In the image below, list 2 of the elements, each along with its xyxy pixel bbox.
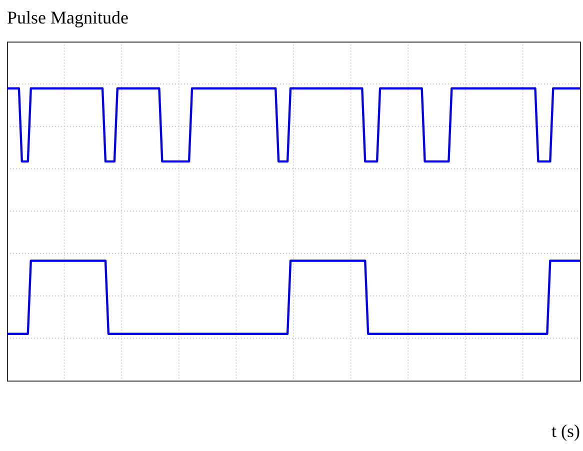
chart-title: Pulse Magnitude [7, 8, 128, 28]
x-axis-title: t (s) [552, 420, 580, 441]
